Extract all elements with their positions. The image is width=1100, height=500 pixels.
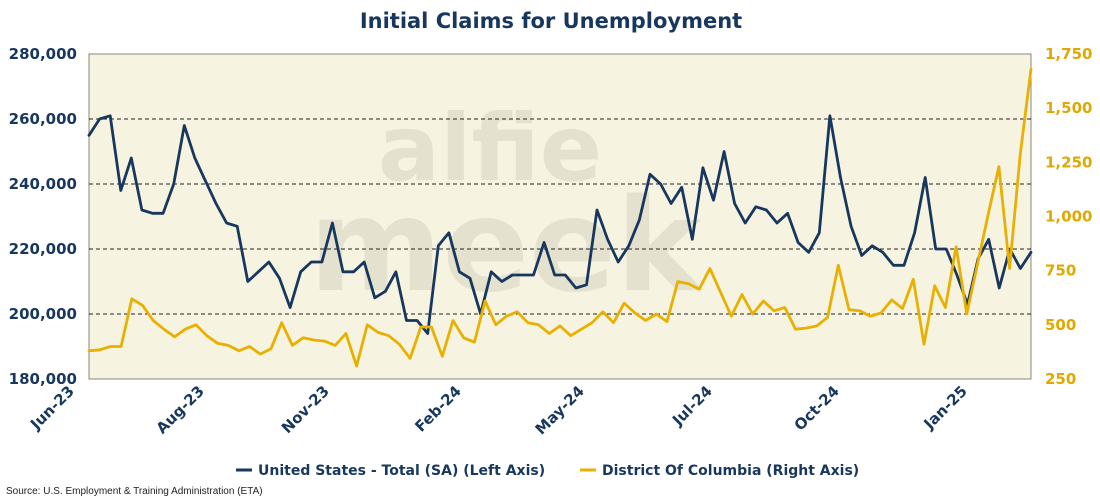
legend-label: United States - Total (SA) (Left Axis) xyxy=(258,463,545,479)
x-axis-tick-label: Oct-24 xyxy=(791,382,843,434)
chart-title: Initial Claims for Unemployment xyxy=(360,9,742,33)
source-note: Source: U.S. Employment & Training Admin… xyxy=(6,486,263,497)
right-axis-tick-label: 1,000 xyxy=(1045,208,1092,226)
x-axis-tick-label: Jun-23 xyxy=(26,382,78,434)
x-axis-tick-label: May-24 xyxy=(532,382,588,438)
legend: United States - Total (SA) (Left Axis) Di… xyxy=(236,463,859,479)
x-axis-ticks: Jun-23 Aug-23 Nov-23 Feb-24 May-24 Jul-24 Oct-… xyxy=(26,382,971,438)
series-layer xyxy=(87,67,1033,368)
left-axis-ticks: 180,000 200,000 220,000 240,000 260,000 280,0… xyxy=(9,45,77,388)
left-axis-tick-label: 260,000 xyxy=(9,110,77,128)
right-axis-tick-label: 750 xyxy=(1045,262,1076,280)
left-axis-tick-label: 280,000 xyxy=(9,45,77,63)
series-line-united-states xyxy=(87,114,1033,335)
legend-label: District Of Columbia (Right Axis) xyxy=(602,463,859,479)
right-axis-tick-label: 500 xyxy=(1045,316,1076,334)
left-axis-tick-label: 180,000 xyxy=(9,370,77,388)
left-axis-tick-label: 220,000 xyxy=(9,240,77,258)
x-axis-tick-label: Aug-23 xyxy=(153,382,208,437)
x-axis-tick-label: Nov-23 xyxy=(278,382,333,437)
right-axis-tick-label: 250 xyxy=(1045,370,1076,388)
x-axis-tick-label: Jan-25 xyxy=(920,382,971,433)
right-axis-tick-label: 1,500 xyxy=(1045,99,1092,117)
x-axis-tick-label: Jul-24 xyxy=(668,382,716,430)
right-axis-tick-label: 1,750 xyxy=(1045,45,1092,63)
right-axis-tick-label: 1,250 xyxy=(1045,153,1092,171)
left-axis-tick-label: 240,000 xyxy=(9,175,77,193)
series-line-district-of-columbia xyxy=(87,67,1033,368)
x-axis-tick-label: Feb-24 xyxy=(411,382,464,435)
right-axis-ticks: 250 500 750 1,000 1,250 1,500 1,750 xyxy=(1045,45,1092,388)
left-axis-tick-label: 200,000 xyxy=(9,305,77,323)
